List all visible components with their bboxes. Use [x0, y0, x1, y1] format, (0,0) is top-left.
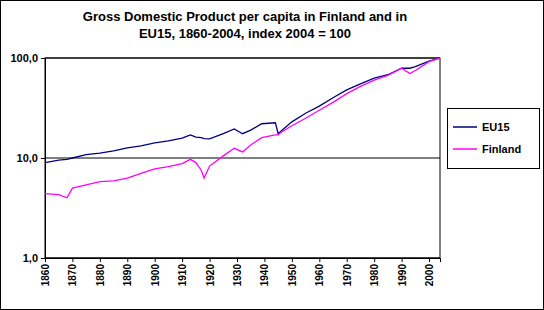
x-tick-label: 1890 [122, 264, 133, 287]
grid-line [45, 158, 440, 159]
x-tick: 1930 [232, 258, 243, 286]
title: EU15, 1860-2004, index 2004 = 100 [139, 26, 351, 41]
x-tick-mark [402, 258, 403, 262]
legend: EU15 Finland [448, 109, 540, 169]
x-tick-label: 1880 [95, 264, 106, 287]
y-tick-mark [41, 258, 45, 259]
legend-swatch [453, 148, 477, 150]
x-tick-label: 1970 [342, 264, 353, 287]
x-tick-label: 1870 [67, 264, 78, 287]
y-tick-mark [41, 58, 45, 59]
x-tick-mark [319, 258, 320, 262]
x-tick: 1920 [205, 258, 216, 286]
series-line [45, 58, 440, 198]
plot: 1,0 10,0 100,0 1860 1870 1880 1890 1900 1910 1920… [10, 52, 440, 286]
x-tick-mark [264, 258, 265, 262]
x-tick-label: 1900 [150, 264, 161, 287]
x-tick-label: 1930 [232, 264, 243, 287]
x-tick-mark [45, 258, 46, 262]
x-tick: 1960 [314, 258, 325, 286]
y-tick-label: 10,0 [17, 152, 38, 164]
legend-swatch [453, 126, 477, 128]
y-tick-mark [41, 158, 45, 159]
x-tick-mark [182, 258, 183, 262]
chart-border [1, 1, 544, 310]
x-tick-label: 1920 [205, 264, 216, 287]
series-group [45, 58, 440, 198]
legend-label: EU15 [482, 121, 510, 133]
y-tick: 10,0 [17, 152, 45, 164]
x-tick: 1860 [40, 258, 51, 286]
y-axis: 1,0 10,0 100,0 [10, 52, 45, 264]
x-tick-mark [72, 258, 73, 262]
x-tick-mark [210, 258, 211, 262]
x-tick-mark [237, 258, 238, 262]
x-tick: 1990 [397, 258, 408, 286]
x-tick: 1910 [177, 258, 188, 286]
x-tick-label: 1990 [397, 264, 408, 287]
legend-label: Finland [482, 143, 521, 155]
x-tick: 1890 [122, 258, 133, 286]
y-tick-label: 1,0 [23, 252, 38, 264]
series-line [45, 58, 440, 163]
x-tick-mark [155, 258, 156, 262]
x-tick: 1980 [369, 258, 380, 286]
x-tick-label: 1980 [369, 264, 380, 287]
x-tick-mark [100, 258, 101, 262]
x-axis: 1860 1870 1880 1890 1900 1910 1920 1930 1940 1950… [40, 258, 441, 286]
x-tick-label: 2000 [424, 264, 435, 287]
legend-box [448, 109, 540, 169]
x-tick-label: 1940 [259, 264, 270, 287]
x-tick-mark [347, 258, 348, 262]
x-tick: 1970 [342, 258, 353, 286]
x-tick-label: 1960 [314, 264, 325, 287]
x-tick-mark [292, 258, 293, 262]
x-tick-label: 1950 [287, 264, 298, 287]
x-tick: 2000 [424, 258, 435, 286]
y-tick: 100,0 [10, 52, 45, 64]
y-tick: 1,0 [23, 252, 45, 264]
x-tick-mark [127, 258, 128, 262]
x-tick: 1880 [95, 258, 106, 286]
x-tick: 1940 [259, 258, 270, 286]
y-axis-line [41, 59, 46, 259]
plot-frame [45, 58, 440, 258]
x-tick: 1870 [67, 258, 78, 286]
y-tick-label: 100,0 [10, 52, 38, 64]
x-tick-label: 1910 [177, 264, 188, 287]
x-axis-line [46, 259, 441, 263]
x-tick-label: 1860 [40, 264, 51, 287]
x-tick-mark [374, 258, 375, 262]
x-tick: 1900 [150, 258, 161, 286]
x-tick-mark [429, 258, 430, 262]
x-tick: 1950 [287, 258, 298, 286]
title: Gross Domestic Product per capita in Fin… [83, 9, 407, 24]
chart: Gross Domestic Product per capita in Fin… [0, 0, 544, 310]
